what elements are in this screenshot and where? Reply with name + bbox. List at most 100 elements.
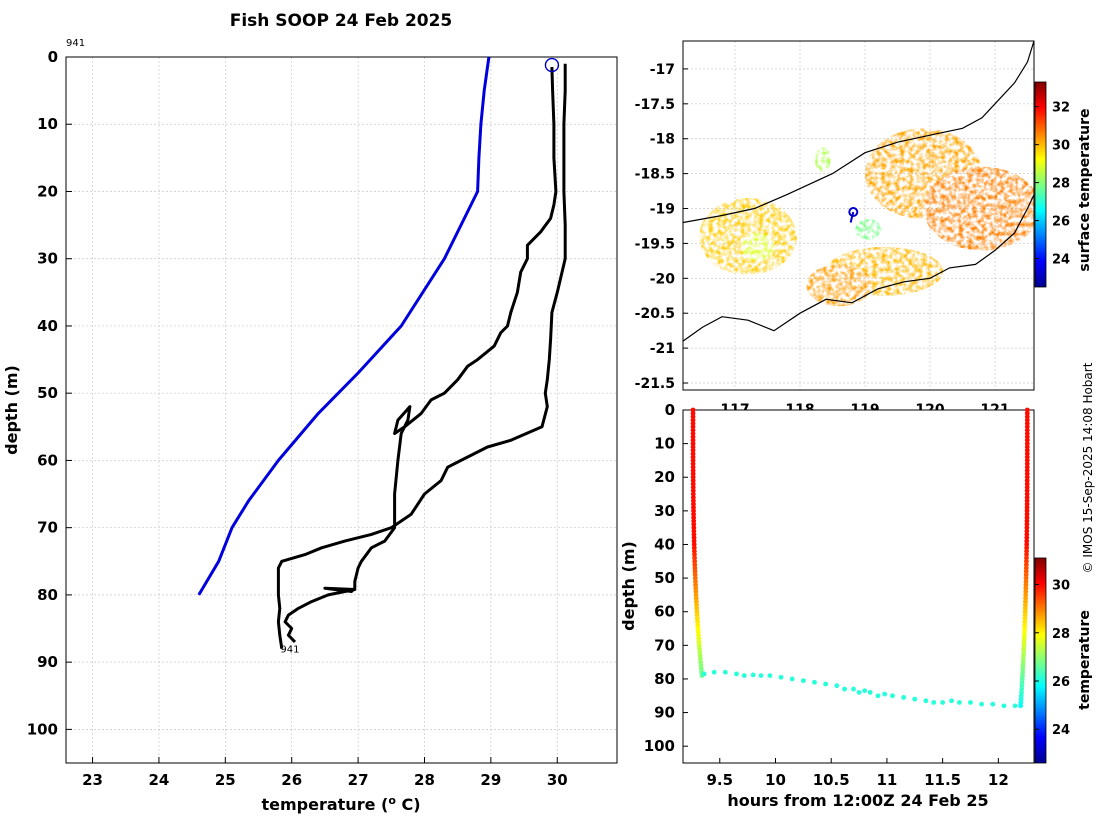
transect-down-point [691,518,697,524]
profile-x-tick-label: 27 [348,771,369,789]
transect-up-point [1022,619,1028,625]
transect-up-point [1024,458,1030,463]
profile-y-tick-label: 20 [37,182,58,200]
transect-up-point [1024,447,1030,453]
transect-down-point [693,579,698,584]
transect-chart: 9.5 10 10.5 11 11.5 120102030405060708090100 … [619,401,1093,810]
transect-up-point [1024,511,1030,517]
transect-up-point [1024,521,1030,527]
transect-up-point [1024,454,1030,460]
transect-up-point [1024,488,1030,494]
transect-down-point [690,421,696,426]
transect-bottom-point [834,683,840,689]
transect-up-point [1023,568,1029,574]
map-y-tick-label: -17.5 [635,97,675,113]
transect-y-tick-label: 0 [665,401,675,419]
transect-y-tick-label: 100 [644,737,675,755]
profile-y-tick-label: 80 [37,586,58,604]
transect-down-point [690,454,696,460]
transect-down-point [690,414,696,420]
transect-bottom-point [979,701,985,707]
profile-y-tick-label: 70 [37,519,58,537]
transect-ticks: 9.5 10 10.5 11 11.5 12 0 10 20 30 40 50 60 70 80 90 100 [644,401,1009,789]
transect-up-point [1022,609,1028,615]
transect-up-point [1024,518,1030,524]
transect-y-tick-label: 80 [654,670,675,688]
transect-down-point [692,572,698,578]
profile-y-tick-label: 90 [37,653,58,671]
transect-bottom-point [856,690,862,695]
transect-bottom-point [758,673,764,678]
transect-up-point [1024,424,1030,430]
transect-up-point [1024,444,1030,450]
transect-up-point [1024,542,1030,547]
transect-up-point [1021,636,1027,642]
transect-bottom-point [875,693,881,699]
transect-down-point [690,474,696,480]
transect-bottom-point [701,671,707,677]
transect-bottom-point [812,679,817,685]
profile-y-tick-label: 60 [37,451,58,469]
transect-bottom-point [949,698,954,704]
transect-down-point [693,585,699,591]
transect-up-point [1022,616,1028,621]
map-y-tick-label: -17 [650,62,675,78]
transect-up-point [1022,626,1028,631]
transect-up-point [1023,582,1029,588]
map-colorbar-tick-label: 26 [1052,215,1070,230]
transect-up-point [1023,602,1028,608]
transect-up-point [1021,632,1027,638]
transect-up-point [1024,491,1030,497]
transect-up-point [1021,639,1027,645]
sst-map: 117118119120121-17-17.5-18-18.5-19-19.5-… [635,40,1093,418]
transect-down-point [693,582,698,588]
transect-x-tick-label: 11.5 [924,771,961,789]
transect-down-point [690,478,696,483]
transect-down-point [692,575,698,581]
map-colorbar-label: surface temperature [1077,108,1093,271]
transect-bottom-point [842,686,847,692]
profile-ticks: 23 24 25 26 27 28 29 30 0 10 20 30 40 50 60 70 80 90 100 [27,48,568,789]
transect-up-point [1024,471,1030,477]
transect-colorbar-tick-label: 26 [1052,675,1070,690]
transect-x-axis-label: hours from 12:00Z 24 Feb 25 [727,791,988,810]
transect-down-point [690,484,696,490]
transect-down-point [692,558,698,564]
profile-y-tick-label: 50 [37,384,58,402]
transect-x-tick-label: 9.5 [706,771,733,789]
transect-up-point [1023,589,1029,594]
profile-chart: 23 24 25 26 27 28 29 30 0 10 20 30 40 50 60 70 80 90 100 9… [2,38,618,814]
transect-up-point [1024,461,1030,467]
map-colorbar-tick-label: 30 [1052,139,1070,154]
map-y-tick-label: -18 [650,132,675,148]
transect-up-point [1023,562,1029,568]
profile-top-label: 941 [66,38,85,49]
transect-down-point [690,491,696,497]
transect-up-point [1023,599,1028,605]
transect-up-point [1022,612,1028,618]
transect-up-point [1024,548,1029,554]
transect-y-tick-label: 10 [654,435,675,453]
transect-bottom-point [901,695,907,700]
transect-down-point [690,417,696,423]
transect-bottom-point [711,669,717,675]
transect-up-point [1021,642,1027,648]
transect-down-point [690,451,696,457]
transect-bottom-point [851,686,856,692]
transect-down-point [691,515,697,520]
transect-down-point [691,521,697,527]
transect-up-point [1024,481,1030,487]
transect-colorbar-ticks: 24 26 28 30 [1035,579,1070,738]
transect-up-point [1024,501,1030,507]
profile-series [197,56,567,649]
transect-bottom-point [789,676,795,682]
transect-up-point [1024,552,1029,557]
transect-down-point [690,410,696,416]
transect-up-point [1024,558,1029,564]
transect-up-point [1024,437,1030,443]
transect-down-point [690,495,696,500]
transect-down-point [690,431,696,436]
transect-up-point [1022,605,1028,611]
transect-bottom-point [734,671,739,677]
